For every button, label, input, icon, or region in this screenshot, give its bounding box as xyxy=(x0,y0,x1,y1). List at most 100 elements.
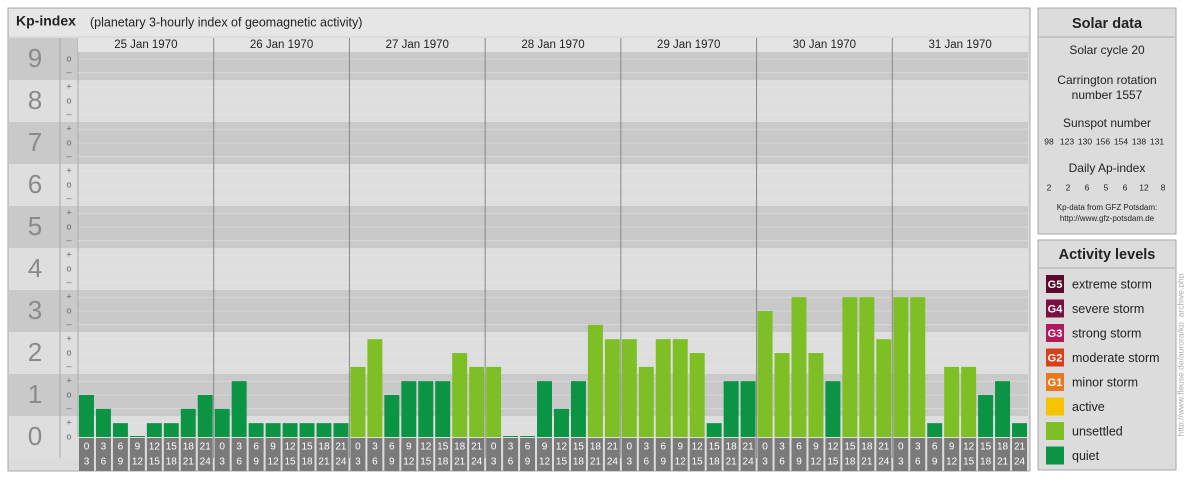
bar xyxy=(95,408,111,437)
y-tick-label: 2 xyxy=(28,337,42,367)
x-tick-label: 9 xyxy=(270,442,276,453)
minor-tick-label: – xyxy=(66,403,71,413)
x-tick-label: 12 xyxy=(284,442,296,453)
x-tick-label: 21 xyxy=(318,457,330,468)
sunspot-value: 154 xyxy=(1114,136,1128,146)
solar-text: http://www.gfz-potsdam.de xyxy=(1060,214,1155,223)
minor-tick-label: o xyxy=(66,53,71,63)
x-tick-label: 21 xyxy=(607,442,619,453)
x-tick-label: 9 xyxy=(813,442,819,453)
hour-box xyxy=(757,438,773,471)
sunspot-value: 98 xyxy=(1044,136,1054,146)
bar xyxy=(520,436,536,437)
hour-box xyxy=(129,438,145,471)
legend-label: active xyxy=(1072,400,1105,414)
x-tick-label: 15 xyxy=(301,442,313,453)
x-tick-label: 12 xyxy=(963,442,975,453)
x-tick-label: 6 xyxy=(101,457,107,468)
ap-value: 12 xyxy=(1139,182,1149,192)
minor-tick-label: o xyxy=(66,263,71,273)
hour-box xyxy=(995,438,1011,471)
x-tick-label: 21 xyxy=(997,457,1009,468)
y-tick-label: 9 xyxy=(28,43,42,73)
x-tick-label: 9 xyxy=(389,457,395,468)
ap-value: 8 xyxy=(1161,182,1166,192)
solar-text: Activity levels xyxy=(1059,247,1156,263)
hour-box xyxy=(333,438,349,471)
hour-box xyxy=(469,438,485,471)
bar xyxy=(859,297,875,437)
x-tick-label: 15 xyxy=(556,457,568,468)
hour-box xyxy=(554,438,569,471)
bar xyxy=(129,436,145,437)
minor-tick-label: – xyxy=(66,277,71,287)
x-tick-label: 9 xyxy=(542,442,548,453)
solar-text: Daily Ap-index xyxy=(1069,161,1146,175)
x-tick-label: 12 xyxy=(132,457,144,468)
x-tick-label: 12 xyxy=(692,442,704,453)
legend-label: minor storm xyxy=(1072,375,1138,389)
bar xyxy=(995,381,1011,437)
watermark: http://www.fleuse.de/aurora/kp_archive.p… xyxy=(1175,273,1184,436)
date-label: 26 Jan 1970 xyxy=(250,39,313,51)
x-tick-label: 21 xyxy=(454,457,466,468)
x-tick-label: 18 xyxy=(183,442,195,453)
x-tick-label: 15 xyxy=(980,442,992,453)
minor-tick-label: – xyxy=(66,67,71,77)
bar xyxy=(248,423,264,437)
legend-badge: G3 xyxy=(1048,328,1063,340)
x-tick-label: 3 xyxy=(779,442,785,453)
x-tick-label: 15 xyxy=(844,442,856,453)
x-tick-label: 9 xyxy=(949,442,955,453)
hour-box xyxy=(978,438,994,471)
hour-box xyxy=(587,438,603,471)
bar xyxy=(435,381,451,437)
bar xyxy=(384,395,400,437)
y-tick-label: 0 xyxy=(28,421,42,451)
minor-tick-label: – xyxy=(66,151,71,161)
bar xyxy=(757,311,773,437)
bar xyxy=(723,381,739,437)
hour-box xyxy=(316,438,332,471)
x-tick-label: 9 xyxy=(135,442,141,453)
legend-label: moderate storm xyxy=(1072,351,1160,365)
x-tick-label: 18 xyxy=(997,442,1009,453)
hour-box xyxy=(197,438,213,471)
x-tick-label: 12 xyxy=(827,442,839,453)
x-tick-label: 24 xyxy=(471,457,483,468)
minor-tick-label: – xyxy=(66,193,71,203)
hour-box xyxy=(435,438,451,471)
hour-box xyxy=(367,438,383,471)
bar xyxy=(706,423,722,437)
legend-swatch xyxy=(1046,324,1064,342)
x-tick-label: 9 xyxy=(677,442,683,453)
bar xyxy=(112,423,128,437)
x-tick-label: 0 xyxy=(491,442,497,453)
minor-tick-label: – xyxy=(66,319,71,329)
bar xyxy=(944,366,960,437)
date-label: 28 Jan 1970 xyxy=(521,39,584,51)
ap-value: 2 xyxy=(1066,182,1071,192)
minor-tick-label: o xyxy=(66,95,71,105)
hour-box xyxy=(384,438,400,471)
minor-tick-label: + xyxy=(66,208,71,218)
hour-box xyxy=(163,438,179,471)
x-tick-label: 24 xyxy=(1014,457,1026,468)
sunspot-value: 138 xyxy=(1132,136,1146,146)
x-tick-label: 3 xyxy=(372,442,378,453)
hour-box xyxy=(689,438,705,471)
date-label: 25 Jan 1970 xyxy=(114,39,177,51)
hour-box xyxy=(486,438,502,471)
bar xyxy=(672,339,688,437)
date-label: 29 Jan 1970 xyxy=(657,39,720,51)
legend-badge: G1 xyxy=(1048,377,1063,389)
bar xyxy=(367,339,383,437)
hour-box xyxy=(79,438,94,471)
x-tick-label: 9 xyxy=(406,442,412,453)
hour-box xyxy=(927,438,943,471)
hour-box xyxy=(859,438,875,471)
hour-box xyxy=(621,438,637,471)
x-tick-label: 21 xyxy=(200,442,212,453)
x-tick-label: 3 xyxy=(236,442,242,453)
